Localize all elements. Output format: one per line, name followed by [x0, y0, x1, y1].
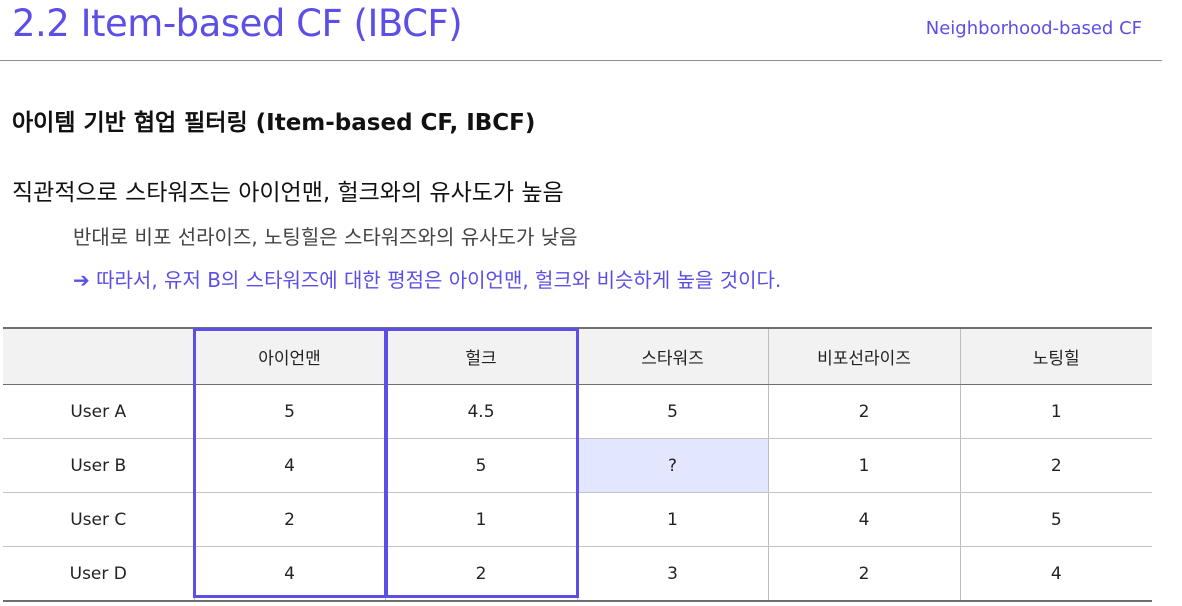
row-user-label: User C — [3, 492, 195, 547]
rating-cell: 3 — [576, 546, 769, 602]
row-user-label: User D — [3, 546, 195, 602]
section-label: Neighborhood-based CF — [925, 18, 1142, 39]
rating-cell: 4 — [193, 546, 386, 602]
rating-cell: 4.5 — [384, 384, 578, 439]
table-row: User D 4 2 3 2 4 — [3, 546, 1152, 602]
rating-cell: 1 — [767, 438, 961, 493]
rating-cell: 5 — [576, 384, 769, 439]
row-user-label: User B — [3, 438, 195, 493]
rating-cell: 5 — [193, 384, 386, 439]
header-ironman: 아이언맨 — [193, 327, 386, 385]
header-before-sunrise: 비포선라이즈 — [767, 327, 961, 385]
title-divider — [0, 60, 1162, 61]
row-user-label: User A — [3, 384, 195, 439]
intuition-text: 직관적으로 스타워즈는 아이언맨, 헐크와의 유사도가 높음 — [12, 180, 564, 206]
header-corner — [3, 327, 195, 385]
slide-title: 2.2 Item-based CF (IBCF) — [12, 2, 463, 45]
rating-cell: 2 — [767, 546, 961, 602]
table-header-row: 아이언맨 헐크 스타워즈 비포선라이즈 노팅힐 — [3, 327, 1152, 385]
header-starwars: 스타워즈 — [576, 327, 769, 385]
rating-cell: 4 — [959, 546, 1152, 602]
slide-subtitle: 아이템 기반 협업 필터링 (Item-based CF, IBCF) — [12, 110, 536, 136]
rating-cell: 1 — [959, 384, 1152, 439]
ratings-table: 아이언맨 헐크 스타워즈 비포선라이즈 노팅힐 User A 5 4.5 5 2… — [3, 327, 1152, 602]
header-notting-hill: 노팅힐 — [959, 327, 1152, 385]
rating-cell: 4 — [767, 492, 961, 547]
arrow-right-icon: ➔ — [73, 268, 90, 292]
table-row: User C 2 1 1 4 5 — [3, 492, 1152, 547]
header-hulk: 헐크 — [384, 327, 578, 385]
rating-cell: 2 — [959, 438, 1152, 493]
rating-cell: 1 — [576, 492, 769, 547]
rating-cell: 5 — [384, 438, 578, 493]
conclusion-text: ➔ 따라서, 유저 B의 스타워즈에 대한 평점은 아이언맨, 헐크와 비슷하게… — [73, 264, 781, 293]
rating-cell: 1 — [384, 492, 578, 547]
rating-cell: 5 — [959, 492, 1152, 547]
conclusion-label: 따라서, 유저 B의 스타워즈에 대한 평점은 아이언맨, 헐크와 비슷하게 높… — [96, 268, 782, 292]
contrast-text: 반대로 비포 선라이즈, 노팅힐은 스타워즈와의 유사도가 낮음 — [73, 225, 578, 249]
unknown-rating-cell: ? — [576, 438, 769, 493]
rating-cell: 2 — [384, 546, 578, 602]
rating-cell: 2 — [193, 492, 386, 547]
table-row: User B 4 5 ? 1 2 — [3, 438, 1152, 493]
table-row: User A 5 4.5 5 2 1 — [3, 384, 1152, 439]
rating-cell: 4 — [193, 438, 386, 493]
rating-cell: 2 — [767, 384, 961, 439]
